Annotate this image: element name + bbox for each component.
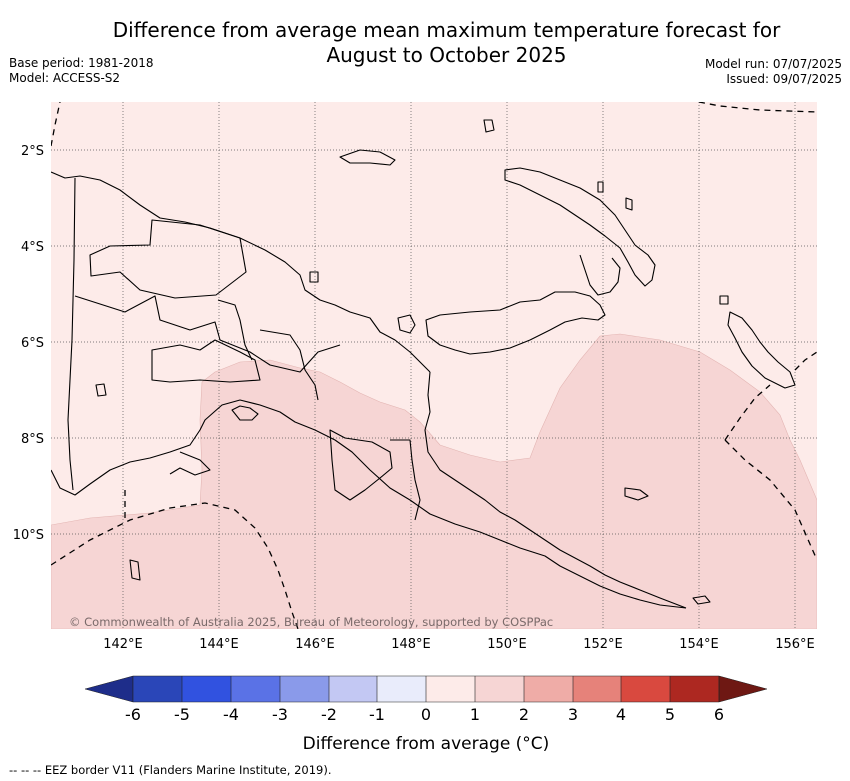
colorbar-swatch: [133, 676, 182, 702]
colorbar-swatch: [231, 676, 280, 702]
lon-label: 156°E: [775, 637, 815, 652]
colorbar-tick: 4: [616, 705, 626, 724]
longitude-labels: 142°E 144°E 146°E 148°E 150°E 152°E 154°…: [103, 637, 815, 652]
latitude-labels: 2°S 4°S 6°S 8°S 10°S: [13, 144, 44, 543]
meta-left: Base period: 1981-2018 Model: ACCESS-S2: [9, 56, 154, 86]
colorbar-swatch: [182, 676, 231, 702]
colorbar: [84, 675, 768, 703]
title-line-2: August to October 2025: [326, 43, 567, 67]
colorbar-ticks: -6 -5 -4 -3 -2 -1 0 1 2 3 4 5 6: [125, 705, 724, 724]
lon-label: 144°E: [199, 637, 239, 652]
colorbar-tick: -6: [125, 705, 141, 724]
lat-label: 8°S: [21, 432, 44, 447]
colorbar-swatch: [280, 676, 329, 702]
colorbar-tick: -4: [223, 705, 239, 724]
colorbar-swatch: [670, 676, 719, 702]
issued-date: Issued: 09/07/2025: [726, 72, 842, 86]
chart-title: Difference from average mean maximum tem…: [0, 18, 850, 68]
eez-footnote: -- -- -- EEZ border V11 (Flanders Marine…: [9, 763, 332, 777]
colorbar-swatch: [475, 676, 524, 702]
colorbar-tick: -3: [272, 705, 288, 724]
warm-anomaly-zone: [51, 333, 817, 629]
colorbar-tick: -5: [174, 705, 190, 724]
lon-label: 152°E: [583, 637, 623, 652]
colorbar-swatch: [329, 676, 377, 702]
colorbar-tick: 1: [470, 705, 480, 724]
colorbar-swatch: [573, 676, 621, 702]
colorbar-tick: 3: [568, 705, 578, 724]
colorbar-label: Difference from average (°C): [303, 734, 550, 754]
colorbar-swatch: [377, 676, 426, 702]
lon-label: 154°E: [679, 637, 719, 652]
lon-label: 142°E: [103, 637, 143, 652]
colorbar-tick: 2: [519, 705, 529, 724]
lat-label: 2°S: [21, 144, 44, 159]
colorbar-min-arrow: [84, 675, 134, 703]
meta-right: Model run: 07/07/2025 Issued: 09/07/2025: [705, 57, 842, 87]
lat-label: 10°S: [13, 528, 44, 543]
lat-label: 6°S: [21, 336, 44, 351]
colorbar-tick: 5: [665, 705, 675, 724]
colorbar-tick: -2: [321, 705, 337, 724]
colorbar-tick: -1: [369, 705, 385, 724]
lon-label: 148°E: [391, 637, 431, 652]
lon-label: 150°E: [487, 637, 527, 652]
eez-borders: [51, 102, 817, 629]
colorbar-max-arrow: [718, 675, 768, 703]
lon-label: 146°E: [295, 637, 335, 652]
copyright-notice: © Commonwealth of Australia 2025, Bureau…: [69, 615, 553, 629]
model-run: Model run: 07/07/2025: [704, 57, 842, 71]
base-period: Base period: 1981-2018: [9, 56, 154, 70]
colorbar-swatch: [524, 676, 573, 702]
colorbar-swatch: [426, 676, 475, 702]
model-name: Model: ACCESS-S2: [9, 71, 121, 85]
colorbar-tick: 6: [714, 705, 724, 724]
lat-label: 4°S: [21, 240, 44, 255]
colorbar-tick: 0: [421, 705, 431, 724]
title-line-1: Difference from average mean maximum tem…: [112, 18, 781, 42]
coastlines: [51, 119, 796, 609]
colorbar-swatch: [621, 676, 670, 702]
